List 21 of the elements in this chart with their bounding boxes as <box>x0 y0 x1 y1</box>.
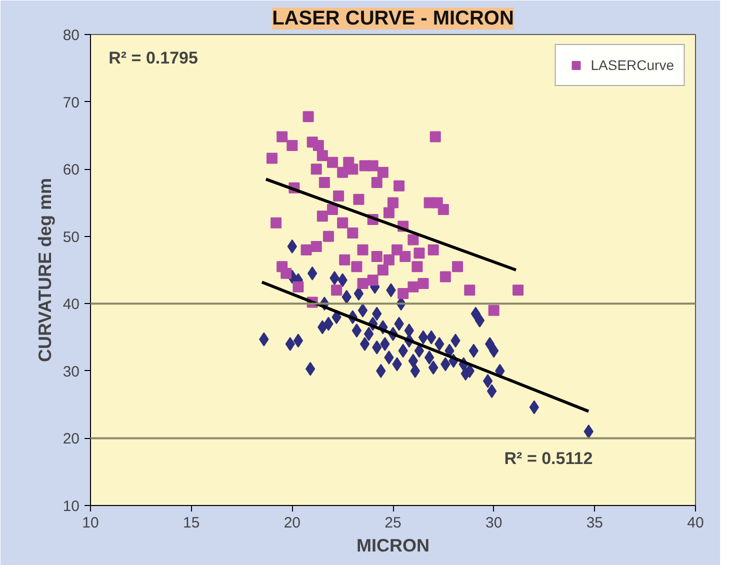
annotation: R² = 0.5112 <box>504 448 593 468</box>
chart-title: LASER CURVE - MICRON <box>272 8 514 30</box>
x-tick-label: 10 <box>82 514 99 532</box>
annotation: R² = 0.1795 <box>108 48 198 68</box>
x-tick-label: 25 <box>384 514 402 532</box>
x-tick-label: 20 <box>284 514 301 532</box>
y-tick-label: 80 <box>62 27 80 44</box>
x-axis-title: MICRON <box>356 536 430 556</box>
y-tick-label: 30 <box>62 363 80 380</box>
y-tick-label: 70 <box>62 94 80 112</box>
x-tick-label: 40 <box>687 514 704 532</box>
y-tick-label: 40 <box>62 296 80 314</box>
legend-label: LASERCurve <box>590 57 674 73</box>
y-tick-label: 50 <box>62 228 80 246</box>
x-tick-label: 30 <box>485 514 502 532</box>
y-axis-title: CURVATURE deg mm <box>34 178 55 362</box>
y-tick-label: 10 <box>62 498 80 515</box>
y-tick-label: 20 <box>62 430 80 448</box>
x-tick-label: 15 <box>182 514 200 532</box>
y-tick-label: 60 <box>62 162 80 179</box>
x-tick-label: 35 <box>586 514 604 532</box>
